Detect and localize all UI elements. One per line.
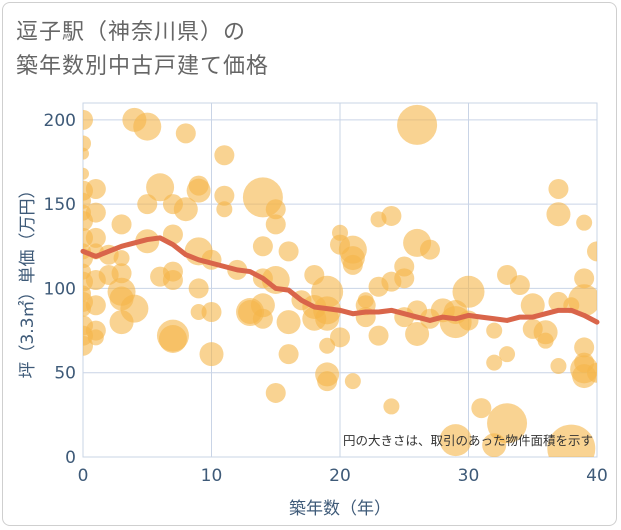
x-tick-label: 40 <box>586 466 608 486</box>
y-axis-label: 坪（3.3㎡）単価（万円） <box>18 181 38 378</box>
data-bubble <box>547 424 596 457</box>
data-bubble <box>199 342 224 367</box>
data-bubble <box>342 254 363 275</box>
data-bubble <box>85 202 106 223</box>
data-bubble <box>137 194 158 215</box>
data-bubble <box>452 275 485 308</box>
data-bubble <box>486 354 503 371</box>
y-tick-label: 50 <box>54 364 76 384</box>
size-annotation: 円の大きさは、取引のあった物件面積を示す <box>343 433 593 448</box>
data-bubble <box>252 308 273 329</box>
data-bubble <box>397 104 438 145</box>
data-bubble <box>83 109 93 130</box>
data-bubble <box>330 327 350 348</box>
data-bubble <box>162 270 183 290</box>
data-bubble <box>188 278 209 299</box>
data-bubble <box>278 241 299 262</box>
data-bubble <box>201 302 222 323</box>
data-bubble <box>439 424 472 457</box>
data-bubble <box>85 295 106 316</box>
y-tick-label: 150 <box>44 195 76 215</box>
x-tick-label: 30 <box>458 466 480 486</box>
data-bubble <box>315 306 340 331</box>
trend-line <box>80 235 600 325</box>
data-bubble <box>548 291 569 312</box>
data-bubble <box>550 357 567 374</box>
data-bubble <box>276 310 301 335</box>
chart-title-line2: 築年数別中古戸建て価格 <box>16 54 270 79</box>
data-bubble <box>85 227 106 248</box>
data-bubble <box>265 214 286 235</box>
data-bubble <box>113 250 130 267</box>
data-bubble <box>83 192 91 209</box>
data-bubble <box>111 263 132 284</box>
data-bubble <box>419 239 440 260</box>
data-bubble <box>520 293 545 318</box>
data-bubble <box>83 135 91 152</box>
data-bubble <box>381 205 402 226</box>
data-bubble <box>146 173 175 202</box>
data-bubble <box>186 178 211 203</box>
data-bubble <box>576 214 593 231</box>
chart-title-line1: 逗子駅（神奈川県）の <box>16 20 247 45</box>
data-bubble <box>394 268 415 289</box>
x-tick-label: 10 <box>201 466 223 486</box>
data-bubble <box>278 344 299 365</box>
data-bubble <box>574 337 595 358</box>
data-bubble <box>317 371 338 392</box>
data-bubble <box>133 112 162 141</box>
x-tick-label: 0 <box>78 466 89 486</box>
data-bubble <box>383 398 400 415</box>
x-axis-label: 築年数（年） <box>289 499 391 519</box>
data-bubble <box>265 382 286 403</box>
data-bubble <box>85 178 106 199</box>
data-bubble <box>368 325 389 346</box>
data-bubble <box>568 284 597 317</box>
data-bubble <box>471 398 492 419</box>
data-bubble <box>158 325 187 353</box>
data-bubble <box>487 403 528 444</box>
data-bubble <box>546 202 571 227</box>
data-bubble <box>574 268 595 289</box>
data-bubble <box>405 321 430 346</box>
data-bubble <box>486 322 503 339</box>
data-bubble <box>499 346 516 363</box>
data-bubble <box>83 167 89 180</box>
data-bubble <box>83 147 89 160</box>
data-bubble <box>214 145 235 166</box>
data-bubble <box>252 236 273 257</box>
data-bubble <box>216 201 233 218</box>
data-bubble <box>111 214 132 235</box>
data-bubble <box>173 197 198 222</box>
data-bubble <box>265 199 286 220</box>
data-bubble <box>548 178 569 199</box>
x-tick-label: 20 <box>329 466 351 486</box>
y-tick-label: 0 <box>65 448 76 468</box>
data-bubble <box>120 294 149 323</box>
data-bubble <box>214 185 235 206</box>
data-bubble <box>87 329 104 346</box>
data-bubble <box>537 332 554 349</box>
y-tick-label: 200 <box>44 111 76 131</box>
data-bubble <box>509 275 530 296</box>
data-bubble <box>587 362 597 383</box>
data-bubble <box>175 123 196 144</box>
y-tick-label: 100 <box>44 279 76 299</box>
data-bubble <box>344 373 361 390</box>
data-bubble <box>587 241 597 262</box>
